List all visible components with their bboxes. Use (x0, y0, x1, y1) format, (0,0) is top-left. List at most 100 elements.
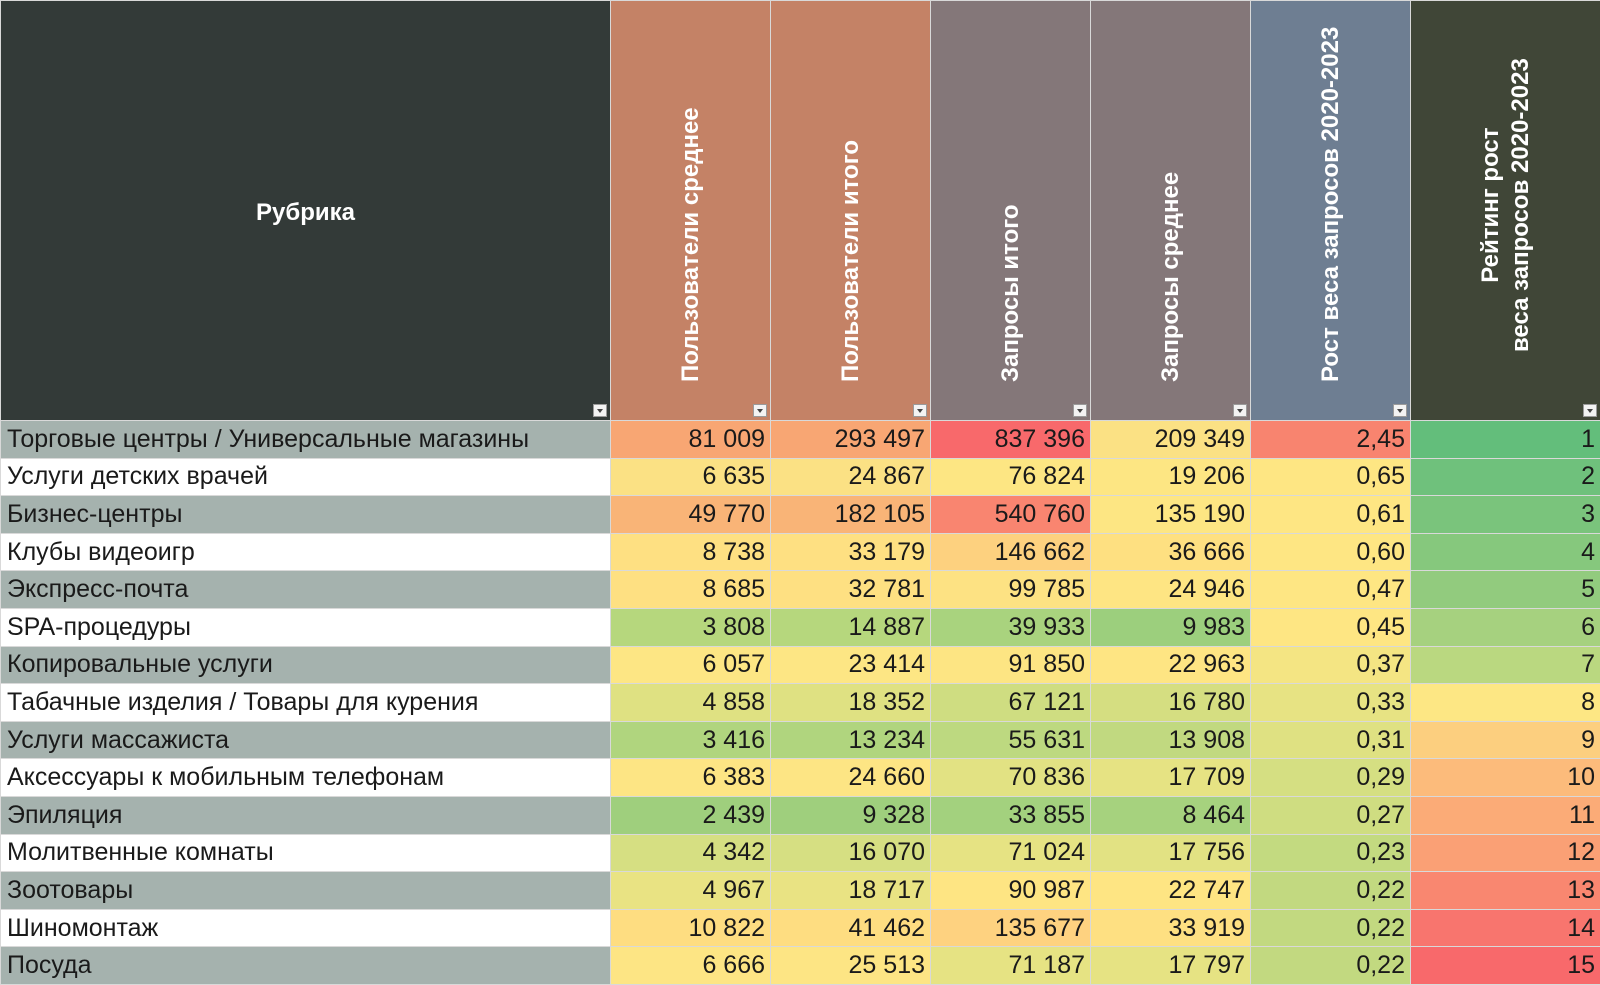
cell-growth[interactable]: 0,29 (1250, 758, 1411, 797)
cell-rank[interactable]: 10 (1410, 758, 1600, 797)
cell-rank[interactable]: 4 (1410, 532, 1600, 572)
cell-requests-total[interactable]: 71 024 (930, 833, 1091, 873)
cell-growth[interactable]: 0,22 (1250, 946, 1411, 985)
cell-requests-avg[interactable]: 24 946 (1090, 570, 1251, 609)
cell-growth[interactable]: 0,65 (1250, 457, 1411, 497)
cell-requests-total[interactable]: 55 631 (930, 720, 1091, 760)
cell-requests-total[interactable]: 99 785 (930, 570, 1091, 609)
cell-users-avg[interactable]: 4 967 (610, 871, 771, 910)
cell-users-total[interactable]: 293 497 (770, 420, 931, 459)
cell-users-avg[interactable]: 8 685 (610, 570, 771, 609)
cell-rank[interactable]: 2 (1410, 457, 1600, 497)
cell-rubric[interactable]: Эпиляция (0, 795, 611, 835)
cell-requests-avg[interactable]: 36 666 (1090, 532, 1251, 572)
cell-rubric[interactable]: Зоотовары (0, 871, 611, 910)
cell-requests-avg[interactable]: 17 797 (1090, 946, 1251, 985)
cell-growth[interactable]: 0,47 (1250, 570, 1411, 609)
cell-growth[interactable]: 0,33 (1250, 683, 1411, 722)
cell-rank[interactable]: 11 (1410, 795, 1600, 835)
cell-users-avg[interactable]: 6 383 (610, 758, 771, 797)
cell-users-total[interactable]: 13 234 (770, 720, 931, 760)
cell-users-avg[interactable]: 3 808 (610, 607, 771, 647)
cell-users-avg[interactable]: 4 342 (610, 833, 771, 873)
cell-growth[interactable]: 0,31 (1250, 720, 1411, 760)
cell-requests-avg[interactable]: 135 190 (1090, 495, 1251, 534)
cell-requests-avg[interactable]: 17 709 (1090, 758, 1251, 797)
cell-requests-total[interactable]: 91 850 (930, 645, 1091, 685)
cell-requests-avg[interactable]: 17 756 (1090, 833, 1251, 873)
cell-requests-total[interactable]: 70 836 (930, 758, 1091, 797)
cell-rubric[interactable]: SPA-процедуры (0, 607, 611, 647)
cell-growth[interactable]: 0,22 (1250, 871, 1411, 910)
cell-requests-total[interactable]: 90 987 (930, 871, 1091, 910)
cell-rubric[interactable]: Клубы видеоигр (0, 532, 611, 572)
cell-users-total[interactable]: 24 867 (770, 457, 931, 497)
cell-users-total[interactable]: 14 887 (770, 607, 931, 647)
filter-dropdown-icon[interactable] (753, 404, 767, 417)
cell-growth[interactable]: 0,27 (1250, 795, 1411, 835)
cell-requests-avg[interactable]: 9 983 (1090, 607, 1251, 647)
cell-rank[interactable]: 6 (1410, 607, 1600, 647)
cell-users-avg[interactable]: 2 439 (610, 795, 771, 835)
filter-dropdown-icon[interactable] (1583, 404, 1597, 417)
cell-users-total[interactable]: 41 462 (770, 908, 931, 948)
cell-users-avg[interactable]: 4 858 (610, 683, 771, 722)
cell-users-total[interactable]: 32 781 (770, 570, 931, 609)
cell-requests-avg[interactable]: 8 464 (1090, 795, 1251, 835)
cell-users-avg[interactable]: 3 416 (610, 720, 771, 760)
cell-users-avg[interactable]: 6 057 (610, 645, 771, 685)
cell-requests-avg[interactable]: 19 206 (1090, 457, 1251, 497)
cell-rubric[interactable]: Молитвенные комнаты (0, 833, 611, 873)
cell-rubric[interactable]: Шиномонтаж (0, 908, 611, 948)
cell-users-total[interactable]: 16 070 (770, 833, 931, 873)
cell-users-total[interactable]: 182 105 (770, 495, 931, 534)
cell-users-avg[interactable]: 6 666 (610, 946, 771, 985)
cell-growth[interactable]: 0,22 (1250, 908, 1411, 948)
cell-requests-total[interactable]: 837 396 (930, 420, 1091, 459)
cell-rank[interactable]: 3 (1410, 495, 1600, 534)
cell-users-total[interactable]: 18 352 (770, 683, 931, 722)
cell-rank[interactable]: 12 (1410, 833, 1600, 873)
cell-rubric[interactable]: Экспресс-почта (0, 570, 611, 609)
cell-rubric[interactable]: Торговые центры / Универсальные магазины (0, 420, 611, 459)
cell-growth[interactable]: 0,60 (1250, 532, 1411, 572)
cell-growth[interactable]: 0,61 (1250, 495, 1411, 534)
cell-users-avg[interactable]: 8 738 (610, 532, 771, 572)
filter-dropdown-icon[interactable] (913, 404, 927, 417)
cell-rubric[interactable]: Табачные изделия / Товары для курения (0, 683, 611, 722)
cell-rubric[interactable]: Аксессуары к мобильным телефонам (0, 758, 611, 797)
cell-users-avg[interactable]: 49 770 (610, 495, 771, 534)
cell-users-total[interactable]: 25 513 (770, 946, 931, 985)
cell-requests-avg[interactable]: 13 908 (1090, 720, 1251, 760)
cell-requests-avg[interactable]: 22 747 (1090, 871, 1251, 910)
cell-users-avg[interactable]: 6 635 (610, 457, 771, 497)
cell-requests-total[interactable]: 67 121 (930, 683, 1091, 722)
cell-requests-total[interactable]: 135 677 (930, 908, 1091, 948)
cell-requests-avg[interactable]: 33 919 (1090, 908, 1251, 948)
cell-rank[interactable]: 15 (1410, 946, 1600, 985)
cell-growth[interactable]: 2,45 (1250, 420, 1411, 459)
cell-rank[interactable]: 13 (1410, 871, 1600, 910)
cell-rank[interactable]: 7 (1410, 645, 1600, 685)
cell-users-total[interactable]: 9 328 (770, 795, 931, 835)
cell-growth[interactable]: 0,45 (1250, 607, 1411, 647)
filter-dropdown-icon[interactable] (593, 404, 607, 417)
cell-requests-avg[interactable]: 209 349 (1090, 420, 1251, 459)
cell-requests-total[interactable]: 39 933 (930, 607, 1091, 647)
cell-growth[interactable]: 0,37 (1250, 645, 1411, 685)
cell-users-total[interactable]: 18 717 (770, 871, 931, 910)
cell-rank[interactable]: 9 (1410, 720, 1600, 760)
cell-requests-avg[interactable]: 16 780 (1090, 683, 1251, 722)
cell-requests-total[interactable]: 540 760 (930, 495, 1091, 534)
cell-users-total[interactable]: 33 179 (770, 532, 931, 572)
cell-requests-total[interactable]: 76 824 (930, 457, 1091, 497)
cell-rubric[interactable]: Копировальные услуги (0, 645, 611, 685)
cell-growth[interactable]: 0,23 (1250, 833, 1411, 873)
cell-requests-total[interactable]: 33 855 (930, 795, 1091, 835)
cell-rank[interactable]: 5 (1410, 570, 1600, 609)
cell-rubric[interactable]: Услуги детских врачей (0, 457, 611, 497)
filter-dropdown-icon[interactable] (1233, 404, 1247, 417)
cell-rubric[interactable]: Бизнес-центры (0, 495, 611, 534)
cell-requests-total[interactable]: 146 662 (930, 532, 1091, 572)
cell-users-total[interactable]: 24 660 (770, 758, 931, 797)
